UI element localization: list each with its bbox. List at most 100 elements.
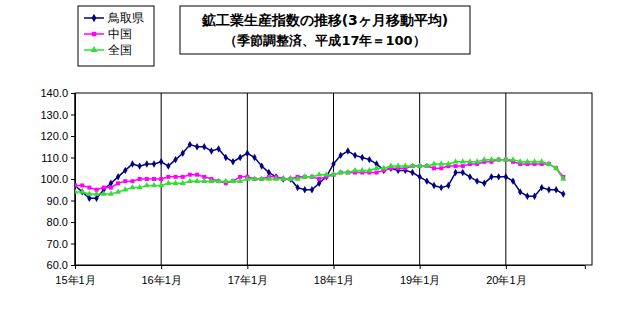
series-marker (346, 147, 350, 154)
y-tick: 90.0 (47, 195, 75, 207)
legend-label: 全国 (108, 43, 132, 57)
x-tick: 18年1月 (314, 265, 354, 286)
series-marker (481, 156, 487, 161)
series-marker (504, 173, 508, 180)
series-marker (445, 160, 451, 165)
x-tick-label: 15年1月 (55, 274, 95, 286)
series-marker (259, 175, 265, 180)
series-marker (159, 177, 163, 181)
series-marker (425, 177, 429, 184)
series-marker (375, 171, 379, 175)
series-marker (201, 178, 207, 183)
y-tick-mark (71, 115, 75, 116)
series-marker (402, 163, 408, 168)
series-marker (188, 141, 192, 148)
series-marker (230, 178, 236, 183)
series-marker (439, 166, 443, 170)
x-tick-mark (334, 265, 335, 269)
series-marker (101, 191, 107, 196)
series-marker (281, 175, 285, 182)
series-marker (454, 164, 458, 168)
series-marker (295, 184, 299, 191)
y-tick-mark (71, 244, 75, 245)
y-tick: 60.0 (47, 259, 75, 271)
legend-marker (92, 14, 97, 22)
y-tick-label: 110.0 (41, 152, 68, 164)
series-marker (410, 169, 414, 176)
y-tick-label: 140.0 (40, 87, 68, 99)
series-marker (138, 177, 142, 181)
y-tick-label: 90.0 (47, 195, 68, 207)
series-marker (532, 192, 536, 199)
series-marker (439, 184, 443, 191)
series (75, 158, 565, 192)
series-marker (331, 160, 335, 167)
y-tick-mark (71, 201, 75, 202)
series-marker (539, 158, 545, 163)
series-marker (145, 177, 149, 181)
y-tick-mark (71, 265, 75, 266)
x-axis: 15年1月16年1月17年1月18年1月19年1月20年1月 (55, 265, 585, 286)
series-marker (461, 164, 465, 168)
series-marker (108, 191, 114, 196)
x-tick-mark (247, 265, 248, 269)
y-tick: 120.0 (40, 130, 75, 142)
series-marker (432, 166, 436, 170)
series-marker (216, 178, 222, 183)
series-marker (123, 179, 127, 183)
series-marker (309, 173, 315, 178)
series-marker (302, 173, 308, 178)
y-tick: 80.0 (47, 216, 75, 228)
series-marker (172, 180, 178, 185)
series-marker (181, 175, 185, 179)
series-marker (223, 178, 229, 183)
series-marker (554, 186, 558, 193)
x-tick: 20年1月 (486, 265, 526, 286)
series-marker (238, 154, 242, 161)
series-marker (288, 175, 292, 182)
series-marker (188, 173, 192, 177)
series-marker (80, 188, 84, 195)
series-marker (381, 165, 387, 170)
series-marker (432, 182, 436, 189)
y-tick-label: 130.0 (40, 109, 68, 121)
x-tick-mark (506, 265, 507, 269)
series-marker (158, 182, 164, 187)
series-marker (75, 182, 77, 189)
series-marker (159, 158, 163, 165)
series-marker (252, 154, 256, 161)
series-marker (532, 158, 538, 163)
series-marker (123, 167, 127, 174)
series-marker (366, 167, 372, 172)
series-marker (194, 178, 200, 183)
series-marker (122, 186, 128, 191)
series-marker (339, 152, 343, 159)
series-marker (151, 182, 157, 187)
series-marker (174, 175, 178, 179)
series-marker (273, 175, 279, 180)
series-marker (166, 162, 170, 169)
series-marker (561, 190, 565, 197)
x-tick-mark (420, 265, 421, 269)
y-tick-mark (71, 93, 75, 94)
series-marker (251, 175, 257, 180)
series-marker (137, 162, 141, 169)
series-marker (244, 175, 250, 180)
subtitle: （季節調整済、平成17年＝100） (224, 33, 425, 48)
x-tick-label: 20年1月 (486, 274, 526, 286)
grid-line (333, 93, 334, 265)
y-tick-mark (71, 136, 75, 137)
series-marker (75, 188, 78, 193)
series-marker (266, 175, 272, 180)
series-marker (145, 160, 149, 167)
series-marker (330, 171, 336, 176)
series-marker (488, 156, 494, 161)
x-tick: 17年1月 (228, 265, 268, 286)
x-tick-label: 19年1月 (400, 274, 440, 286)
series-marker (323, 171, 329, 176)
series-line (75, 160, 563, 194)
series-marker (417, 163, 423, 168)
x-tick: 19年1月 (400, 265, 440, 286)
series-marker (496, 156, 502, 161)
series-marker (511, 177, 515, 184)
